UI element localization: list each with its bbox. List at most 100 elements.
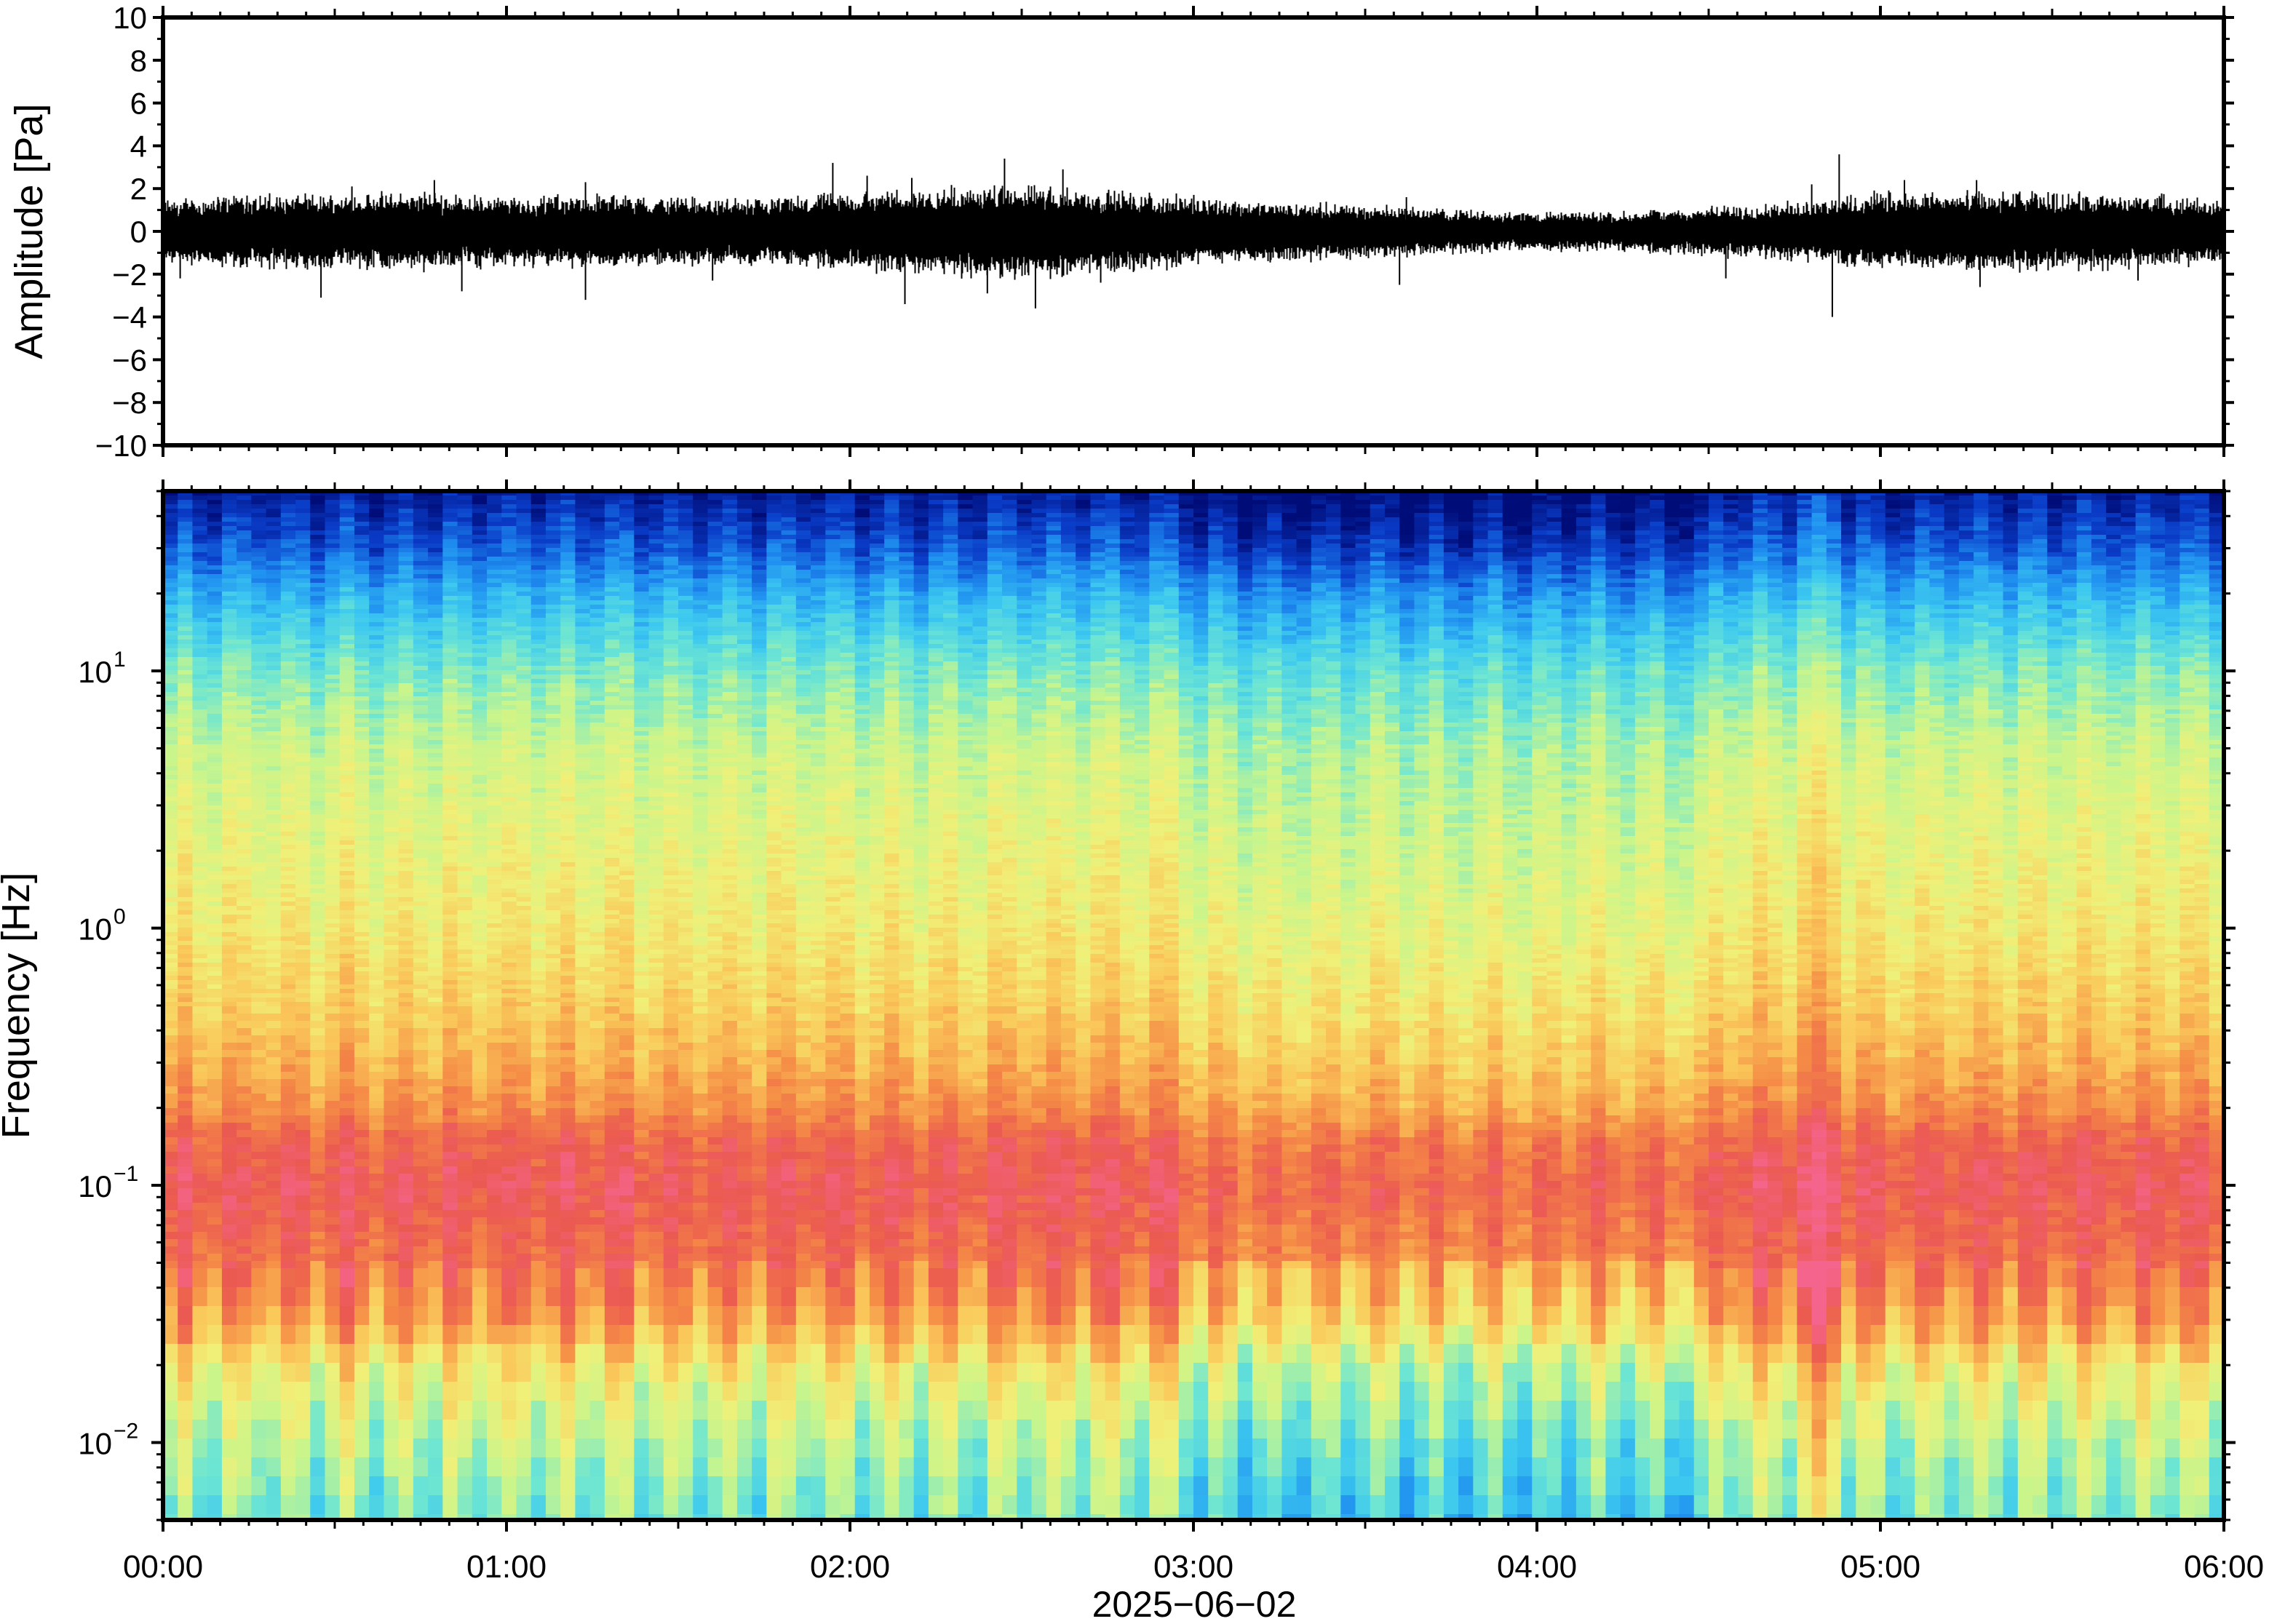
spectrogram-cell [163, 1101, 178, 1109]
spectrogram-cell [295, 958, 311, 963]
spectrogram-cell [339, 1123, 355, 1131]
spectrogram-cell [266, 522, 282, 527]
spectrogram-cell [516, 1050, 532, 1058]
spectrogram-cell [325, 1174, 341, 1182]
spectrogram-cell [487, 936, 502, 942]
spectrogram-cell [516, 1028, 532, 1036]
spectrogram-cell [178, 1457, 194, 1477]
spectrogram-cell [251, 1145, 267, 1153]
spectrogram-cell [442, 578, 458, 584]
spectrogram-cell [310, 587, 326, 592]
spectrogram-cell [398, 548, 414, 553]
spectrogram-cell [237, 862, 252, 867]
spectrogram-cell [163, 1086, 178, 1094]
spectrogram-cell [398, 1101, 414, 1109]
spectrogram-cell [501, 557, 517, 562]
spectrogram-cell [178, 552, 194, 557]
spectrogram-cell [266, 740, 282, 745]
spectrogram-cell [339, 596, 355, 601]
spectrogram-cell [237, 897, 252, 902]
spectrogram-cell [237, 539, 252, 544]
spectrogram-cell [472, 727, 488, 732]
spectrogram-cell [266, 1043, 282, 1051]
spectrogram-cell [339, 1101, 355, 1109]
spectrogram-cell [531, 766, 547, 771]
spectrogram-cell [325, 544, 341, 549]
spectrogram-cell [531, 958, 547, 963]
spectrogram-cell [398, 657, 414, 662]
spectrogram-cell [472, 666, 488, 671]
spectrogram-cell [339, 858, 355, 863]
spectrogram-cell [560, 950, 576, 955]
spectrogram-cell [295, 954, 311, 959]
spectrogram-cell [472, 613, 488, 618]
spectrogram-cell [237, 522, 252, 527]
spectrogram-cell [472, 998, 488, 1003]
spectrogram-cell [369, 928, 385, 933]
spectrogram-cell [472, 674, 488, 680]
spectrogram-cell [354, 875, 370, 880]
spectrogram-cell [237, 1002, 252, 1007]
spectrogram-cell [428, 1006, 443, 1014]
spectrogram-cell [472, 1086, 488, 1094]
spectrogram-cell [280, 736, 296, 741]
spectrogram-cell [560, 827, 576, 832]
spectrogram-cell [531, 749, 547, 754]
spectrogram-cell [163, 1232, 178, 1240]
spectrogram-cell [251, 727, 267, 732]
spectrogram-cell [442, 653, 458, 658]
spectrogram-cell [516, 744, 532, 749]
spectrogram-cell [280, 674, 296, 680]
spectrogram-cell [354, 788, 370, 793]
spectrogram-cell [560, 779, 576, 784]
spectrogram-cell [266, 491, 282, 496]
spectrogram-cell [384, 609, 400, 614]
spectrogram-cell [501, 836, 517, 841]
spectrogram-cell [501, 984, 517, 990]
spectrogram-cell [428, 535, 443, 540]
spectrogram-cell [339, 1014, 355, 1022]
spectrogram-cell [369, 1306, 385, 1326]
spectrogram-cell [442, 823, 458, 828]
spectrogram-cell [516, 709, 532, 715]
spectrogram-cell [457, 797, 473, 802]
spectrogram-cell [354, 644, 370, 649]
spectrogram-cell [501, 544, 517, 549]
spectrogram-cell [237, 500, 252, 505]
spectrogram-cell [310, 788, 326, 793]
spectrogram-cell [310, 565, 326, 570]
spectrogram-cell [575, 714, 591, 719]
spectrogram-cell [487, 522, 502, 527]
spectrogram-cell [487, 862, 502, 867]
spectrogram-cell [221, 696, 237, 701]
spectrogram-cell [413, 1086, 429, 1094]
spectrogram-cell [442, 539, 458, 544]
spectrogram-cell [516, 600, 532, 605]
spectrogram-cell [310, 600, 326, 605]
spectrogram-cell [354, 740, 370, 745]
spectrogram-cell [428, 1181, 443, 1189]
spectrogram-cell [398, 631, 414, 636]
spectrogram-cell [369, 1152, 385, 1160]
spectrogram-cell [398, 539, 414, 544]
spectrogram-cell [472, 670, 488, 675]
spectrogram-cell [310, 635, 326, 640]
spectrogram-cell [384, 1043, 400, 1051]
spectrogram-cell [487, 853, 502, 859]
spectrogram-cell [413, 1159, 429, 1167]
spectrogram-cell [266, 1006, 282, 1014]
spectrogram-cell [310, 709, 326, 715]
spectrogram-cell [501, 701, 517, 706]
spectrogram-cell [207, 530, 223, 536]
spectrogram-cell [457, 998, 473, 1003]
spectrogram-cell [369, 993, 385, 998]
spectrogram-cell [501, 1287, 517, 1307]
spectrogram-cell [428, 544, 443, 549]
spectrogram-cell [339, 884, 355, 889]
spectrogram-cell [413, 971, 429, 976]
spectrogram-cell [413, 884, 429, 889]
spectrogram-cell [207, 880, 223, 885]
spectrogram-cell [545, 814, 561, 819]
spectrogram-cell [531, 613, 547, 618]
spectrogram-cell [472, 989, 488, 994]
